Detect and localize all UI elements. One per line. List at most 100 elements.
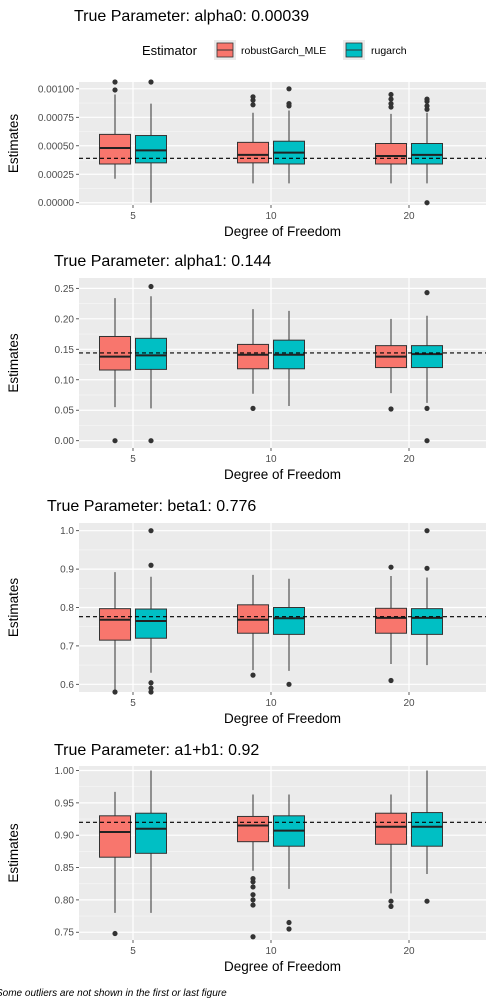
outlier-point (148, 79, 154, 85)
box-iqr (411, 812, 443, 847)
box-iqr (135, 337, 167, 370)
x-tick-label: 20 (403, 698, 415, 709)
box-rugarch-10 (273, 794, 305, 932)
box-robustGarch_MLE-20 (375, 564, 407, 684)
outlier-point (388, 91, 394, 98)
outlier-point (148, 680, 154, 686)
panels: True Parameter: alpha0: 0.00039 0.00000 0.… (6, 8, 486, 974)
box-rugarch-20 (411, 290, 443, 444)
x-tick-label: 10 (265, 454, 277, 465)
x-tick-label: 5 (130, 698, 136, 709)
box-iqr (135, 608, 167, 639)
outlier-point (388, 903, 394, 909)
x-axis-label: Degree of Freedom (224, 467, 341, 482)
outlier-point (148, 283, 154, 290)
y-tick-label: 0.9 (60, 565, 74, 576)
x-tick-label: 5 (130, 211, 136, 222)
outlier-point (388, 677, 394, 684)
box-iqr (237, 141, 269, 164)
outlier-point (250, 897, 256, 903)
x-tick-label: 5 (130, 454, 136, 465)
x-axis-label: Degree of Freedom (224, 711, 341, 726)
outlier-point (286, 919, 292, 926)
x-tick-label: 20 (403, 946, 415, 957)
outlier-point (250, 405, 256, 411)
box-robustGarch_MLE-20 (375, 318, 407, 412)
outlier-point (388, 96, 394, 102)
y-tick-label: 0.25 (55, 284, 75, 295)
box-rugarch-10 (273, 310, 305, 406)
x-tick-label: 5 (130, 946, 136, 957)
box-rugarch-20 (411, 528, 443, 666)
y-tick-label: 0.90 (55, 831, 75, 842)
outlier-point (148, 685, 154, 691)
y-tick-label: 0.6 (60, 680, 74, 691)
outlier-point (250, 892, 256, 898)
box-robustGarch_MLE-20 (375, 91, 407, 184)
outlier-point (250, 102, 256, 108)
y-tick-label: 0.00050 (38, 141, 75, 152)
outlier-point (148, 689, 154, 695)
box-robustGarch_MLE-10 (237, 574, 269, 678)
outlier-point (112, 438, 118, 444)
panel-2: True Parameter: alpha1: 0.144 0.00 0.05 0.1… (6, 253, 486, 482)
box-rugarch-10 (273, 578, 305, 687)
outlier-point (112, 930, 118, 937)
box-robustGarch_MLE-10 (237, 309, 269, 411)
y-tick-label: 0.15 (55, 345, 75, 356)
outlier-point (148, 438, 154, 444)
y-tick-label: 0.00 (55, 436, 75, 447)
y-tick-label: 0.95 (55, 798, 75, 809)
outlier-point (148, 562, 154, 568)
panel-title: True Parameter: alpha1: 0.144 (54, 253, 271, 270)
x-tick-label: 10 (265, 698, 277, 709)
y-axis-label: Estimates (6, 823, 21, 883)
panel-title: True Parameter: alpha0: 0.00039 (74, 8, 309, 25)
box-iqr (411, 345, 443, 369)
outlier-point (286, 926, 292, 932)
outlier-point (424, 438, 430, 444)
legend-label-rugarch: rugarch (371, 45, 407, 57)
outlier-point (250, 94, 256, 100)
y-tick-label: 0.20 (55, 314, 75, 325)
y-tick-label: 0.00100 (38, 84, 75, 95)
outlier-point (112, 79, 118, 85)
panel-title: True Parameter: beta1: 0.776 (47, 498, 256, 515)
y-tick-label: 0.00075 (38, 113, 75, 124)
y-tick-label: 0.05 (55, 406, 75, 417)
footnote: Some outliers are not shown in the first… (0, 988, 227, 999)
box-iqr (237, 815, 269, 843)
box-rugarch-5 (135, 528, 167, 695)
box-robustGarch_MLE-5 (99, 79, 131, 179)
outlier-point (250, 902, 256, 908)
legend: Estimator robustGarch_MLE rugarch (142, 40, 407, 60)
legend-entry-rugarch: rugarch (343, 40, 407, 60)
outlier-point (424, 96, 430, 102)
y-tick-label: 0.00025 (38, 170, 75, 181)
y-tick-label: 0.00000 (38, 198, 75, 209)
outlier-point (112, 87, 118, 93)
box-iqr (135, 812, 167, 854)
x-tick-label: 20 (403, 211, 415, 222)
outlier-point (250, 884, 256, 890)
y-tick-label: 1.0 (60, 526, 74, 537)
y-tick-label: 0.7 (60, 641, 74, 652)
legend-title: Estimator (142, 43, 198, 58)
box-iqr (237, 343, 269, 370)
outlier-point (250, 875, 256, 882)
x-axis-label: Degree of Freedom (224, 224, 341, 239)
panel-1: True Parameter: alpha0: 0.00039 0.00000 0.… (6, 8, 486, 239)
outlier-point (388, 898, 394, 904)
box-iqr (411, 608, 443, 635)
y-tick-label: 1.00 (55, 766, 75, 777)
box-iqr (375, 607, 407, 634)
outlier-point (388, 101, 394, 107)
box-robustGarch_MLE-10 (237, 794, 269, 940)
box-robustGarch_MLE-20 (375, 794, 407, 909)
outlier-point (148, 528, 154, 534)
x-axis-label: Degree of Freedom (224, 959, 341, 974)
box-robustGarch_MLE-5 (99, 572, 131, 695)
outlier-point (424, 290, 430, 296)
outlier-point (424, 528, 430, 534)
